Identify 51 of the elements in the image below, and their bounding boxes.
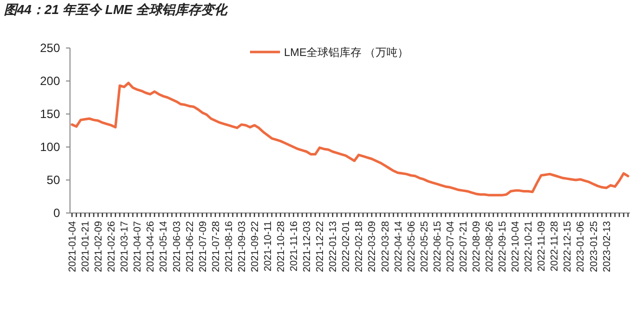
x-tick-label: 2021-09-03 <box>236 220 248 272</box>
y-tick-label: 250 <box>40 41 60 55</box>
x-tick-label: 2022-02-18 <box>354 220 366 272</box>
x-tick-label: 2021-04-07 <box>132 220 144 272</box>
x-tick-label: 2021-06-03 <box>172 220 183 272</box>
x-tick-label: 2022-06-15 <box>432 220 444 272</box>
y-tick-label: 100 <box>40 140 60 154</box>
x-tick-label: 2022-02-01 <box>341 220 352 272</box>
x-tick-label: 2022-01-13 <box>328 220 340 272</box>
x-tick-label: 2021-12-22 <box>315 220 326 272</box>
x-tick-label: 2021-10-11 <box>262 220 274 272</box>
x-tick-label: 2021-02-09 <box>94 220 105 272</box>
x-tick-label: 2022-07-04 <box>445 220 456 272</box>
x-tick-label: 2022-08-09 <box>471 220 482 272</box>
x-tick-label: 2022-07-21 <box>458 220 470 272</box>
x-tick-label: 2023-02-13 <box>602 220 613 272</box>
x-tick-label: 2022-03-09 <box>367 220 378 272</box>
x-tick-label: 2022-11-28 <box>550 220 561 272</box>
x-tick-label: 2022-05-06 <box>406 220 418 272</box>
x-tick-label: 2021-11-16 <box>289 220 300 272</box>
x-tick-label: 2021-07-09 <box>198 220 209 272</box>
legend-label: LME全球铝库存 （万吨） <box>284 46 409 59</box>
x-tick-label: 2021-03-17 <box>120 220 131 272</box>
x-tick-label: 2022-11-09 <box>536 220 548 272</box>
x-tick-label: 2021-06-22 <box>184 220 196 272</box>
x-tick-label: 2021-01-21 <box>80 220 92 272</box>
x-tick-label: 2021-09-22 <box>250 220 261 272</box>
x-tick-label: 2022-10-04 <box>510 220 522 272</box>
y-tick-label: 150 <box>40 107 60 121</box>
x-tick-label: 2021-01-04 <box>68 220 78 272</box>
x-tick-label: 2021-05-14 <box>158 220 170 272</box>
x-tick-label: 2023-01-25 <box>588 220 600 272</box>
x-tick-label: 2021-07-28 <box>210 220 222 272</box>
chart-title: 图44：21 年至今 LME 全球铝库存变化 <box>4 2 230 17</box>
x-tick-label: 2021-10-28 <box>276 220 287 272</box>
line-series <box>70 82 630 196</box>
y-tick-label: 50 <box>46 173 60 187</box>
x-tick-label: 2022-08-26 <box>484 220 496 272</box>
y-tick-label: 0 <box>53 206 60 220</box>
x-tick-label: 2022-12-15 <box>562 220 574 272</box>
x-tick-label: 2022-10-21 <box>524 220 535 272</box>
x-tick-label: 2022-03-28 <box>380 220 392 272</box>
x-tick-label: 2021-04-26 <box>146 220 157 272</box>
x-tick-label: 2021-02-26 <box>106 220 118 272</box>
x-tick-label: 2022-04-14 <box>393 220 404 272</box>
x-tick-label: 2023-01-06 <box>576 220 587 272</box>
x-tick-label: 2021-12-03 <box>302 220 314 272</box>
x-tick-label: 2022-05-25 <box>419 220 430 272</box>
x-tick-label: 2021-08-16 <box>224 220 235 272</box>
y-tick-label: 200 <box>40 74 60 88</box>
x-tick-label: 2022-09-15 <box>498 220 509 272</box>
